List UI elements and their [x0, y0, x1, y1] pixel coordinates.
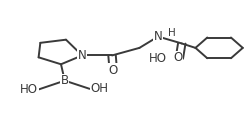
Text: HO: HO	[20, 83, 38, 96]
Text: HO: HO	[149, 52, 167, 65]
Text: N: N	[154, 30, 163, 43]
Text: H: H	[168, 28, 175, 38]
Text: B: B	[61, 74, 69, 87]
Text: OH: OH	[90, 82, 108, 95]
Text: O: O	[173, 51, 183, 65]
Text: N: N	[78, 49, 87, 62]
Text: O: O	[109, 64, 118, 77]
